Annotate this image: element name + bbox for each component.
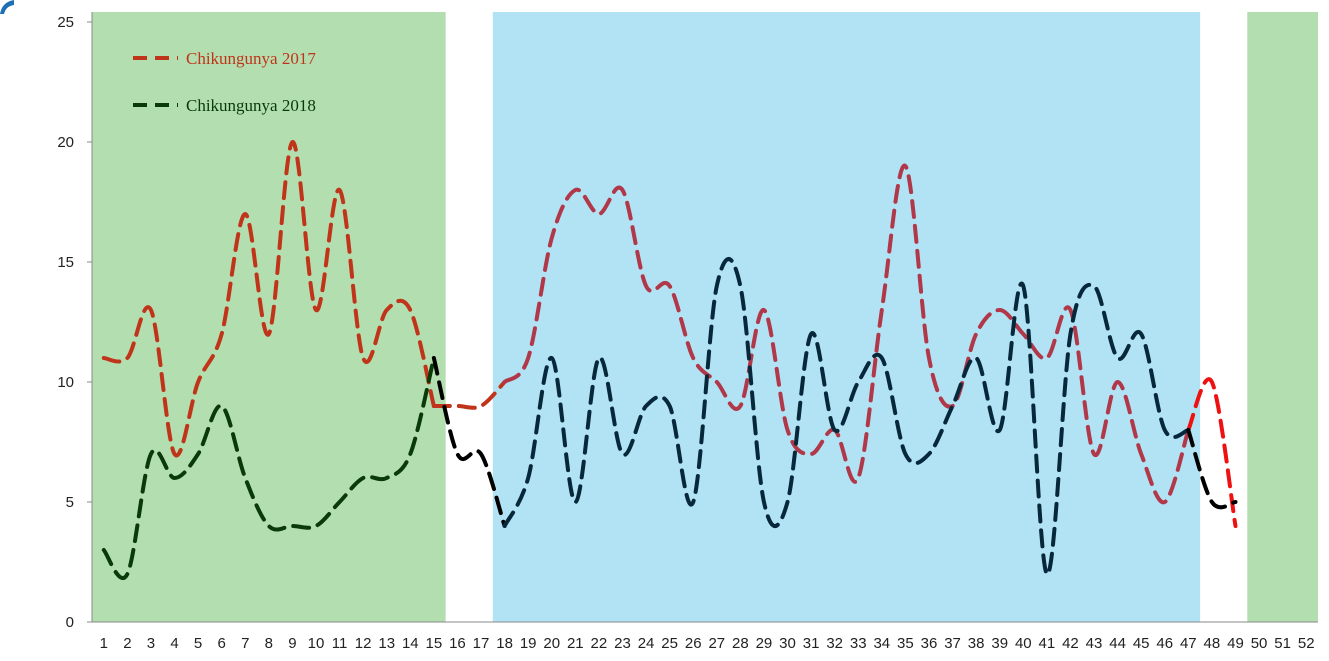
x-tick-label-30: 30 [779, 635, 796, 652]
y-tick-label-5: 5 [66, 494, 74, 511]
x-tick-label-21: 21 [567, 635, 584, 652]
x-tick-label-11: 11 [332, 635, 348, 652]
x-tick-label-1: 1 [100, 635, 108, 652]
x-tick-label-46: 46 [1156, 635, 1173, 652]
shaded-region-1 [92, 12, 446, 622]
x-tick-label-19: 19 [520, 635, 537, 652]
y-tick-label-20: 20 [57, 134, 74, 151]
series-2-line-segment-2 [431, 356, 507, 528]
y-tick-label-0: 0 [66, 614, 74, 631]
x-tick-label-6: 6 [218, 635, 226, 652]
x-tick-label-22: 22 [591, 635, 608, 652]
legend-label-1: Chikungunya 2017 [186, 49, 316, 68]
x-tick-label-52: 52 [1298, 635, 1315, 652]
x-tick-label-4: 4 [170, 635, 178, 652]
x-tick-label-43: 43 [1086, 635, 1103, 652]
series-2-line-segment-3 [502, 257, 1191, 577]
x-tick-label-32: 32 [826, 635, 843, 652]
legend-label-2: Chikungunya 2018 [186, 96, 316, 115]
x-tick-label-44: 44 [1109, 635, 1126, 652]
x-tick-label-18: 18 [496, 635, 513, 652]
x-tick-label-42: 42 [1062, 635, 1079, 652]
x-tick-label-39: 39 [991, 635, 1008, 652]
x-tick-label-10: 10 [308, 635, 325, 652]
x-tick-label-27: 27 [708, 635, 725, 652]
x-tick-label-3: 3 [147, 635, 155, 652]
x-tick-label-33: 33 [850, 635, 867, 652]
shaded-region-2 [492, 12, 1201, 622]
series-1-line-segment-3 [502, 163, 1191, 505]
x-tick-label-40: 40 [1015, 635, 1032, 652]
x-tick-label-16: 16 [449, 635, 466, 652]
series-1-line-segment-4 [1186, 377, 1238, 528]
y-tick-label-10: 10 [57, 374, 74, 391]
x-tick-label-25: 25 [661, 635, 678, 652]
series-1-line-segment-1 [101, 139, 436, 458]
x-tick-label-13: 13 [378, 635, 395, 652]
x-tick-label-36: 36 [921, 635, 938, 652]
x-tick-label-23: 23 [614, 635, 631, 652]
x-tick-label-5: 5 [194, 635, 202, 652]
x-tick-label-48: 48 [1204, 635, 1221, 652]
x-tick-label-37: 37 [944, 635, 961, 652]
x-tick-label-50: 50 [1251, 635, 1268, 652]
series-2-line-segment-1 [101, 356, 436, 580]
x-tick-label-47: 47 [1180, 635, 1197, 652]
x-tick-label-49: 49 [1227, 635, 1244, 652]
x-tick-label-41: 41 [1039, 635, 1056, 652]
x-tick-label-14: 14 [402, 635, 419, 652]
x-tick-label-28: 28 [732, 635, 749, 652]
x-tick-label-35: 35 [897, 635, 914, 652]
shaded-region-3 [1247, 12, 1318, 622]
x-tick-label-12: 12 [355, 635, 372, 652]
x-tick-label-26: 26 [685, 635, 702, 652]
y-tick-label-15: 15 [57, 254, 74, 271]
x-tick-label-8: 8 [265, 635, 273, 652]
x-tick-label-2: 2 [123, 635, 131, 652]
x-tick-label-20: 20 [543, 635, 560, 652]
x-tick-label-15: 15 [426, 635, 443, 652]
x-tick-label-7: 7 [241, 635, 249, 652]
x-tick-label-9: 9 [288, 635, 296, 652]
x-tick-label-17: 17 [473, 635, 490, 652]
y-tick-label-25: 25 [57, 14, 74, 31]
x-tick-label-45: 45 [1133, 635, 1150, 652]
x-tick-label-24: 24 [638, 635, 655, 652]
corner-logo-icon [0, 0, 14, 14]
x-tick-label-34: 34 [873, 635, 890, 652]
x-tick-label-51: 51 [1274, 635, 1291, 652]
x-tick-label-38: 38 [968, 635, 985, 652]
series-2-line-segment-4 [1186, 428, 1238, 510]
x-tick-label-31: 31 [803, 635, 820, 652]
x-tick-label-29: 29 [756, 635, 773, 652]
